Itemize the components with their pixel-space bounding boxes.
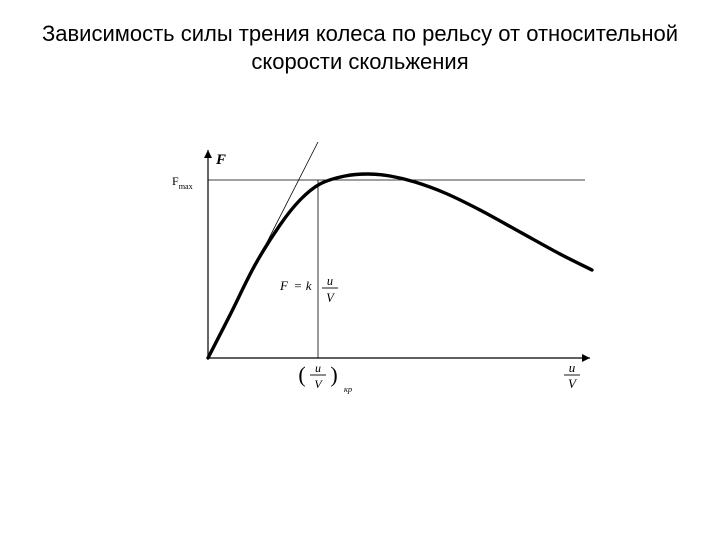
slide-title: Зависимость силы трения колеса по рельсу… [0, 20, 720, 75]
formula-numer: u [327, 274, 333, 288]
formula-denom: V [326, 291, 335, 305]
y-axis-arrow [204, 150, 212, 158]
y-axis-title: F [215, 152, 226, 168]
x-axis-title-denom: V [568, 376, 578, 391]
xtick-denom: V [314, 377, 323, 391]
chart-svg: FFmaxuVF = kuV(uV)кр [130, 140, 600, 400]
fmax-label: Fmax [172, 174, 193, 191]
x-axis-arrow [582, 354, 590, 362]
xtick-lparen: ( [298, 362, 305, 387]
friction-curve [208, 174, 592, 358]
xtick-subscript: кр [344, 385, 352, 394]
slide: Зависимость силы трения колеса по рельсу… [0, 0, 720, 540]
x-axis-title-numer: u [569, 360, 576, 375]
formula-text: F = k [279, 278, 312, 293]
xtick-numer: u [315, 361, 321, 375]
xtick-rparen: ) [330, 362, 337, 387]
friction-slip-chart: FFmaxuVF = kuV(uV)кр [130, 140, 600, 400]
